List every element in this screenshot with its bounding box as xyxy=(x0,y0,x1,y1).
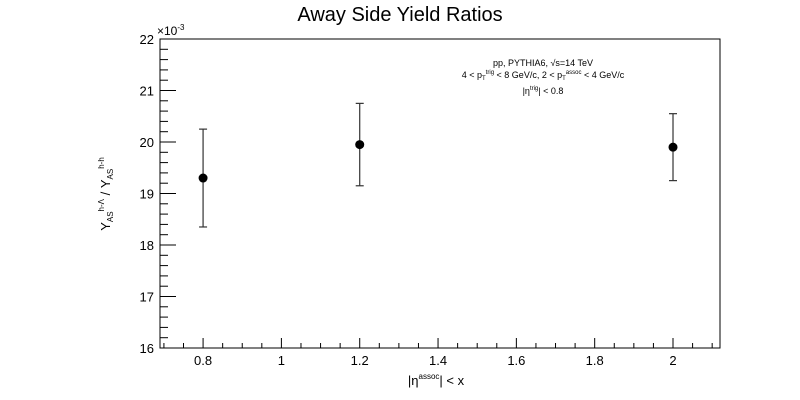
superscript: h-h xyxy=(97,157,106,169)
x-axis-label: |ηassoc​| < x xyxy=(408,372,465,388)
text-part: < 4 GeV/c xyxy=(581,70,624,80)
y-tick-label: 21 xyxy=(140,84,154,99)
y-tick-label: 18 xyxy=(140,238,154,253)
superscript: assoc xyxy=(419,372,440,381)
superscript: h-Λ xyxy=(97,198,106,211)
subscript: T xyxy=(562,76,566,82)
y-tick-label: 22 xyxy=(140,32,154,47)
annotation-line: |ηtrig​| < 0.8 xyxy=(523,86,564,96)
text-part: < 8 GeV/c, 2 < p xyxy=(494,70,562,80)
y-axis-ticks xyxy=(160,38,176,349)
text-part: 4 < p xyxy=(462,70,482,80)
plot-frame xyxy=(159,38,721,349)
data-point xyxy=(355,140,365,150)
x-axis-tick-labels: 0.8 1 1.2 1.4 1.6 1.8 2 xyxy=(194,353,677,368)
x-tick-label: 1.6 xyxy=(507,353,525,368)
superscript: trig xyxy=(530,86,538,92)
y-tick-label: 17 xyxy=(140,290,154,305)
x-axis-ticks xyxy=(163,338,713,348)
superscript: trig xyxy=(486,70,494,76)
chart-title: Away Side Yield Ratios xyxy=(297,4,502,26)
annotation-line: 4 < pT​trig​ < 8 GeV/c, 2 < pT​assoc​ < … xyxy=(462,70,625,82)
text-part: Y xyxy=(98,222,113,231)
subscript: AS xyxy=(106,169,115,180)
y-tick-label: 20 xyxy=(140,135,154,150)
text-part: | < 0.8 xyxy=(538,86,563,96)
y-axis-tick-labels: 16 17 18 19 20 21 22 xyxy=(140,32,154,356)
y-axis-multiplier: ×10-3 xyxy=(157,23,185,38)
plot-annotations: pp, PYTHIA6, √s=14 TeV 4 < pT​trig​ < 8 G… xyxy=(462,58,625,96)
x-tick-label: 2 xyxy=(669,353,676,368)
x-tick-label: 1.2 xyxy=(351,353,369,368)
data-points xyxy=(198,102,678,228)
x-tick-label: 1 xyxy=(278,353,285,368)
y-axis-label: YAS​h-Λ​ / YAS​h-h​ xyxy=(97,157,115,231)
subscript: AS xyxy=(106,211,115,222)
x-tick-label: 0.8 xyxy=(194,353,212,368)
text-part: |η xyxy=(408,373,419,388)
subscript: T xyxy=(482,76,486,82)
data-point xyxy=(198,173,208,183)
y-tick-label: 19 xyxy=(140,187,154,202)
x-tick-label: 1.8 xyxy=(586,353,604,368)
y-tick-label: 16 xyxy=(140,341,154,356)
text-part: |η xyxy=(523,86,530,96)
text-part: / Y xyxy=(98,179,113,199)
annotation-line: pp, PYTHIA6, √s=14 TeV xyxy=(493,58,593,68)
superscript: assoc xyxy=(566,70,582,76)
text-part: pp, PYTHIA6, √s=14 TeV xyxy=(493,58,593,68)
x-tick-label: 1.4 xyxy=(429,353,447,368)
data-point xyxy=(668,142,678,152)
text-part: | < x xyxy=(439,373,464,388)
